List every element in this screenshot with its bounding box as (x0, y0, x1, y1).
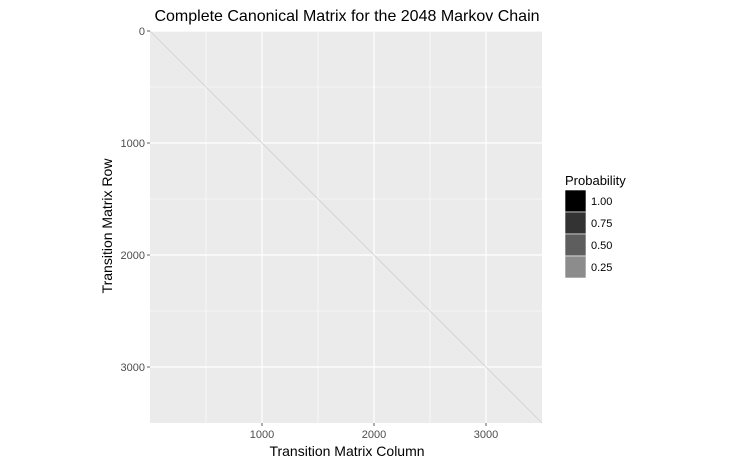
y-axis: 0 1000 2000 3000 (121, 26, 150, 374)
data-layer (149, 30, 543, 424)
legend-title: Probability (565, 173, 626, 188)
y-tick-label: 0 (139, 26, 145, 38)
y-tick-label: 3000 (121, 362, 145, 374)
y-tick-label: 1000 (121, 138, 145, 150)
legend-label: 0.50 (591, 240, 612, 252)
grid-major (150, 30, 542, 423)
grid-minor (150, 31, 542, 423)
x-tick-label: 1000 (250, 429, 274, 441)
legend-key (564, 233, 587, 257)
y-tick-label: 2000 (121, 250, 145, 262)
chart-title: Complete Canonical Matrix for the 2048 M… (154, 8, 539, 25)
legend-key (564, 255, 587, 279)
x-tick-label: 2000 (362, 429, 386, 441)
x-axis: 1000 2000 3000 (250, 423, 498, 441)
legend: Probability 1.00 0.75 0.50 0.25 (564, 173, 626, 279)
legend-label: 0.75 (591, 218, 612, 230)
legend-key (564, 189, 587, 213)
legend-items: 1.00 0.75 0.50 0.25 (564, 189, 612, 279)
legend-label: 0.25 (591, 262, 612, 274)
legend-label: 1.00 (591, 196, 612, 208)
x-tick-label: 3000 (474, 429, 498, 441)
diagonal-entries (149, 30, 543, 424)
y-axis-title: Transition Matrix Row (99, 158, 115, 294)
x-axis-title: Transition Matrix Column (269, 443, 424, 459)
legend-key (564, 211, 587, 235)
